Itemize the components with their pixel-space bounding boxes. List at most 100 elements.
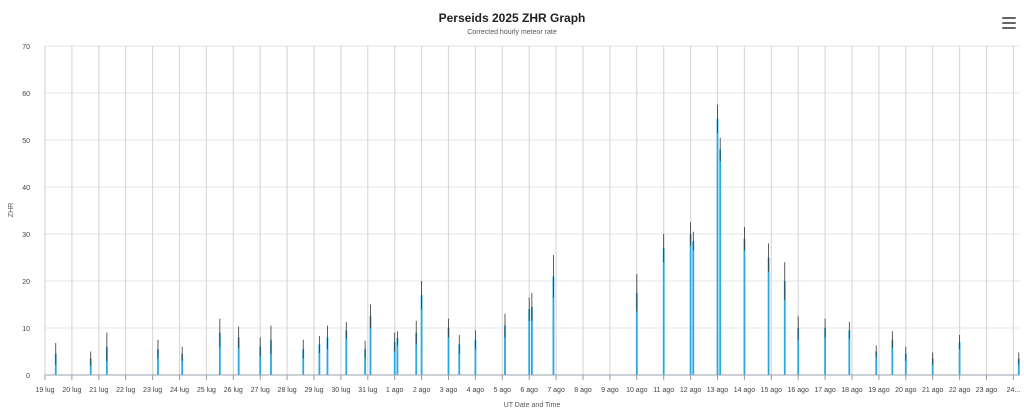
x-tick-label: 13 ago — [707, 387, 729, 394]
zhr-bar — [797, 328, 800, 375]
zhr-bar — [662, 248, 665, 375]
x-tick-label: 3 ago — [440, 387, 458, 394]
zhr-bar — [458, 344, 461, 375]
x-tick-labels: 19 lug 20 lug 21 lug 22 lug 23 lug 24 lug 25 l… — [35, 375, 1020, 394]
x-tick-label: 30 lug — [331, 387, 350, 394]
zhr-bar — [369, 316, 372, 375]
x-tick-label: 12 ago — [680, 387, 702, 394]
x-tick-label: 22 lug — [116, 387, 135, 394]
x-tick-label: 8 ago — [574, 387, 592, 394]
zhr-bar — [891, 339, 894, 375]
zhr-bar — [326, 337, 329, 375]
menu-line-icon — [1002, 17, 1016, 19]
x-tick-label: 29 lug — [304, 387, 323, 394]
zhr-bar — [692, 241, 695, 375]
zhr-bar — [218, 332, 221, 375]
zhr-bar — [302, 349, 305, 375]
x-tick-label: 21 lug — [89, 387, 108, 394]
x-tick-label: 17 ago — [814, 387, 836, 394]
zhr-bar — [767, 257, 770, 375]
zhr-bar — [364, 349, 367, 375]
zhr-bar — [237, 337, 240, 375]
x-tick-label: 26 lug — [224, 387, 243, 394]
x-tick-label: 5 ago — [494, 387, 512, 394]
grid-lines — [45, 45, 1020, 329]
zhr-bar — [530, 306, 533, 375]
zhr-bar — [848, 330, 851, 375]
zhr-bar — [958, 342, 961, 375]
zhr-bar — [875, 351, 878, 375]
error-bars-group — [55, 104, 1020, 366]
y-tick-label: 20 — [22, 279, 30, 286]
x-tick-label: 16 ago — [787, 387, 809, 394]
x-tick-label: 9 ago — [601, 387, 619, 394]
y-tick-label: 60 — [22, 91, 30, 98]
zhr-bar — [181, 353, 184, 375]
x-tick-label: 24 lug — [170, 387, 189, 394]
zhr-bar — [447, 328, 450, 375]
zhr-bar — [420, 295, 423, 375]
hamburger-menu-icon[interactable] — [1002, 17, 1016, 29]
y-tick-label: 0 — [26, 373, 30, 380]
x-tick-label: 20 ago — [895, 387, 917, 394]
zhr-bar — [635, 292, 638, 375]
zhr-bar — [1017, 358, 1020, 375]
zhr-bar — [415, 332, 418, 375]
x-axis-label: UT Date and Time — [504, 402, 561, 409]
y-tick-label: 30 — [22, 232, 30, 239]
x-tick-label: 24... — [1007, 387, 1021, 394]
x-tick-label: 4 ago — [467, 387, 485, 394]
zhr-bar — [270, 339, 272, 375]
zhr-bar — [318, 344, 321, 375]
x-tick-label: 10 ago — [626, 387, 648, 394]
x-tick-label: 23 ago — [976, 387, 998, 394]
zhr-bar — [716, 118, 719, 375]
x-tick-label: 14 ago — [734, 387, 756, 394]
x-tick-label: 1 ago — [386, 387, 404, 394]
x-tick-label: 2 ago — [413, 387, 431, 394]
zhr-bar — [259, 346, 262, 375]
menu-line-icon — [1002, 27, 1016, 29]
y-tick-label: 70 — [22, 44, 30, 51]
x-tick-label: 28 lug — [278, 387, 297, 394]
y-tick-label: 10 — [22, 326, 30, 333]
zhr-bar — [552, 276, 555, 375]
zhr-bar — [719, 149, 722, 375]
zhr-bar — [528, 309, 531, 375]
chart-subtitle: Corrected hourly meteor rate — [467, 29, 557, 36]
x-tick-label: 11 ago — [653, 387, 674, 394]
x-tick-label: 23 lug — [143, 387, 162, 394]
x-tick-label: 19 ago — [868, 387, 890, 394]
x-tick-label: 7 ago — [547, 387, 565, 394]
bars-group — [54, 118, 1020, 375]
x-tick-label: 21 ago — [922, 387, 944, 394]
x-tick-label: 25 lug — [197, 387, 216, 394]
y-tick-label: 40 — [22, 185, 30, 192]
x-tick-label: 22 ago — [949, 387, 971, 394]
menu-line-icon — [1002, 22, 1016, 24]
zhr-bar — [393, 342, 396, 375]
zhr-bar — [743, 238, 746, 375]
zhr-bar — [345, 330, 348, 375]
chart-title: Perseids 2025 ZHR Graph — [438, 11, 586, 25]
zhr-bar — [931, 358, 934, 375]
zhr-bar — [904, 353, 907, 375]
y-tick-labels: 0 10 20 30 40 50 60 70 — [22, 44, 30, 380]
x-tick-label: 31 lug — [358, 387, 377, 394]
x-tick-label: 20 lug — [62, 387, 81, 394]
x-tick-label: 19 lug — [35, 387, 54, 394]
y-axis-label: ZHR — [8, 203, 15, 217]
zhr-bar — [89, 358, 92, 375]
zhr-bar — [157, 349, 159, 375]
zhr-bar — [824, 328, 826, 375]
zhr-bar — [474, 339, 477, 375]
zhr-bar — [504, 325, 506, 375]
zhr-bar — [783, 281, 786, 375]
x-tick-label: 18 ago — [841, 387, 863, 394]
x-tick-label: 27 lug — [251, 387, 270, 394]
x-tick-label: 6 ago — [520, 387, 538, 394]
zhr-bar — [396, 338, 399, 375]
y-tick-label: 50 — [22, 138, 30, 145]
zhr-bar — [689, 234, 692, 375]
